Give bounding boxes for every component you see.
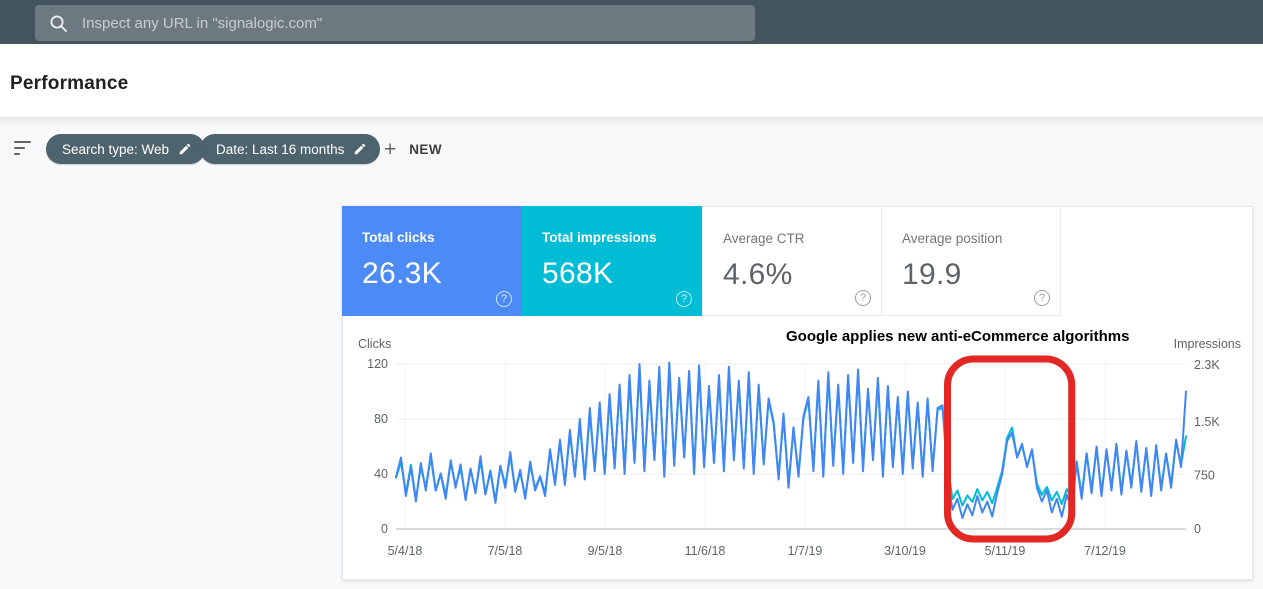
card-label: Average position <box>902 231 1003 246</box>
right-axis-tick-label: 0 <box>1194 522 1201 536</box>
date-range-chip[interactable]: Date: Last 16 months <box>200 134 381 164</box>
x-axis-tick-label: 1/7/19 <box>788 544 823 558</box>
metric-card-total-clicks[interactable]: Total clicks 26.3K ? <box>342 206 522 316</box>
help-icon[interactable]: ? <box>496 291 512 307</box>
right-axis-title: Impressions <box>1174 337 1241 351</box>
help-icon[interactable]: ? <box>1034 290 1050 306</box>
search-input[interactable] <box>82 14 741 32</box>
chip-label: Search type: Web <box>62 141 170 157</box>
card-label: Average CTR <box>723 231 805 246</box>
metric-card-average-position[interactable]: Average position 19.9 ? <box>881 206 1061 316</box>
metric-card-total-impressions[interactable]: Total impressions 568K ? <box>522 206 702 316</box>
left-axis-tick-label: 120 <box>367 357 388 371</box>
left-axis-tick-label: 80 <box>374 412 388 426</box>
right-axis-tick-label: 1.5K <box>1194 415 1220 429</box>
card-value: 4.6% <box>723 258 793 291</box>
help-icon[interactable]: ? <box>855 290 871 306</box>
performance-chart: 5/4/18 7/5/18 9/5/18 11/6/18 1/7/19 3/10/19 5/… <box>358 337 1241 558</box>
right-axis-tick-label: 2.3K <box>1194 358 1220 372</box>
card-label: Total clicks <box>362 230 435 245</box>
edit-pencil-icon <box>353 142 367 156</box>
new-filter-label: NEW <box>409 141 442 157</box>
x-axis-tick-label: 7/12/19 <box>1084 544 1126 558</box>
edit-pencil-icon <box>178 142 192 156</box>
chip-label: Date: Last 16 months <box>216 141 345 157</box>
performance-panel: Total clicks 26.3K ? Total impressions 5… <box>342 206 1253 580</box>
metric-card-average-ctr[interactable]: Average CTR 4.6% ? <box>702 206 882 316</box>
search-type-chip[interactable]: Search type: Web <box>46 134 206 164</box>
app-bar <box>0 0 1263 44</box>
new-filter-button[interactable]: + NEW <box>384 134 442 164</box>
x-axis-tick-label: 5/4/18 <box>388 544 423 558</box>
x-axis-tick-label: 11/6/18 <box>685 544 726 558</box>
left-axis-title: Clicks <box>358 337 391 351</box>
highlight-box <box>944 355 1076 543</box>
x-axis-tick-label: 7/5/18 <box>488 544 523 558</box>
x-axis-tick-label: 9/5/18 <box>588 544 623 558</box>
plus-icon: + <box>384 137 397 161</box>
x-axis-tick-label: 3/10/19 <box>884 544 926 558</box>
url-inspect-search[interactable] <box>35 5 755 41</box>
right-axis-tick-label: 750 <box>1194 469 1215 483</box>
card-value: 19.9 <box>902 258 962 291</box>
help-icon[interactable]: ? <box>676 291 692 307</box>
filter-icon[interactable] <box>14 141 32 155</box>
card-value: 568K <box>542 257 614 290</box>
annotation-text: Google applies new anti-eCommerce algori… <box>786 328 1130 345</box>
left-axis-tick-label: 0 <box>381 522 388 536</box>
search-icon <box>50 14 67 32</box>
page-title: Performance <box>10 73 129 94</box>
card-label: Total impressions <box>542 230 657 245</box>
card-value: 26.3K <box>362 257 442 290</box>
x-axis-tick-label: 5/11/19 <box>985 544 1026 558</box>
left-axis-tick-label: 40 <box>374 467 388 481</box>
clicks-line <box>395 361 1187 519</box>
metric-cards-row: Total clicks 26.3K ? Total impressions 5… <box>342 206 1061 316</box>
